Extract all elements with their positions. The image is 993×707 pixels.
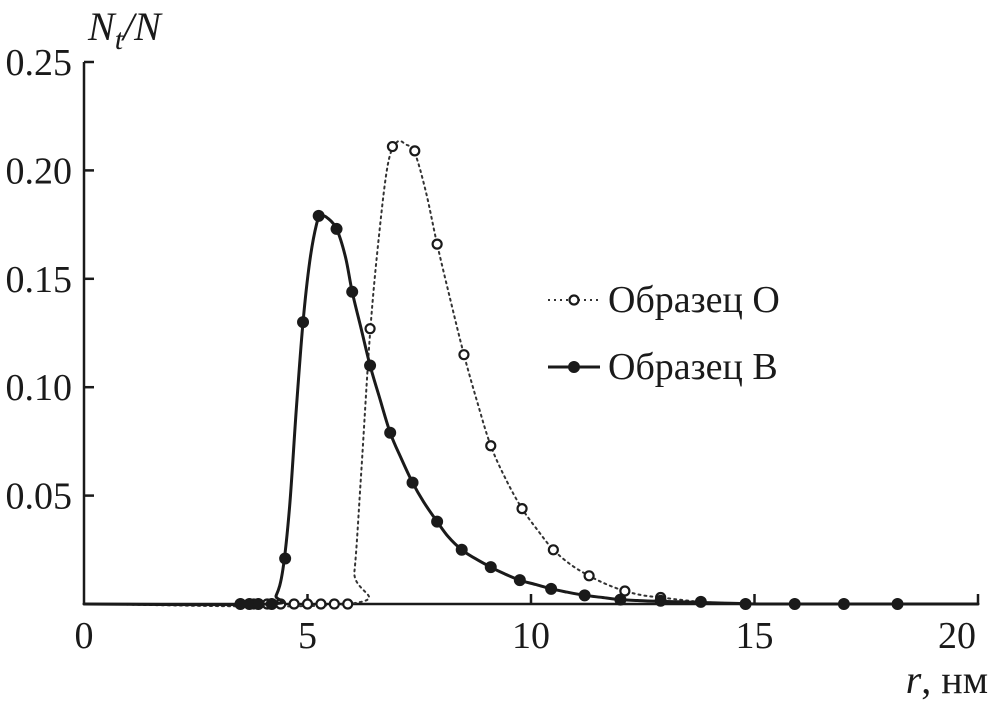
data-point [297,316,310,329]
data-point [578,589,591,602]
data-point [386,140,399,153]
data-point [406,476,419,489]
data-point [545,582,558,595]
data-point [312,209,325,222]
series-line [83,139,979,608]
data-point [252,598,265,610]
data-point [265,598,278,610]
legend-entry: Образец O [548,279,780,321]
data-point [513,574,526,587]
data-point [288,598,300,610]
data-point [837,598,850,610]
data-point [485,440,497,452]
data-point [583,570,595,582]
legend: Образец O Образец B [548,279,780,388]
series-sample-b [82,209,980,610]
data-point [431,238,443,250]
x-tick-label: 20 [938,615,976,657]
data-point [458,349,470,361]
legend-label: Образец B [608,346,778,388]
data-point [342,598,354,610]
data-point [328,598,340,610]
legend-marker [568,361,580,373]
data-point [330,222,343,235]
data-point [315,598,327,610]
y-tick-label: 0.05 [6,476,73,518]
y-axis-title: Nt/N [87,4,163,56]
series-sample-o [83,139,979,610]
data-point [455,543,468,556]
x-tick-label: 5 [298,615,317,657]
x-tick-label: 10 [512,615,550,657]
legend-marker [568,294,580,306]
data-point [364,323,376,335]
data-point [619,585,631,597]
y-tick-label: 0.15 [6,259,73,301]
data-point [614,593,627,606]
data-point [484,561,497,574]
data-point [694,595,707,608]
data-point [891,598,904,610]
y-tick-label: 0.20 [6,150,73,192]
data-point [654,594,667,607]
axes: 0 5 10 15 20 0.05 0.10 0.15 0.20 0.25 [6,42,980,657]
data-point [364,359,377,372]
legend-label: Образец O [608,279,780,321]
data-point [788,598,801,610]
data-point [346,285,359,298]
series-layer [82,139,980,610]
y-tick-label: 0.25 [6,42,73,84]
data-point [431,515,444,528]
series-line [82,214,980,607]
x-axis-title: r, нм [906,657,988,702]
x-tick-label: 15 [736,615,774,657]
data-point [547,544,559,556]
data-point [409,145,421,157]
data-point [516,503,528,515]
y-tick-label: 0.10 [6,367,73,409]
data-point [739,598,752,610]
data-point [384,426,397,439]
data-point [279,552,292,565]
x-tick-label: 0 [75,615,94,657]
legend-entry: Образец B [548,346,778,388]
data-point [301,598,314,610]
